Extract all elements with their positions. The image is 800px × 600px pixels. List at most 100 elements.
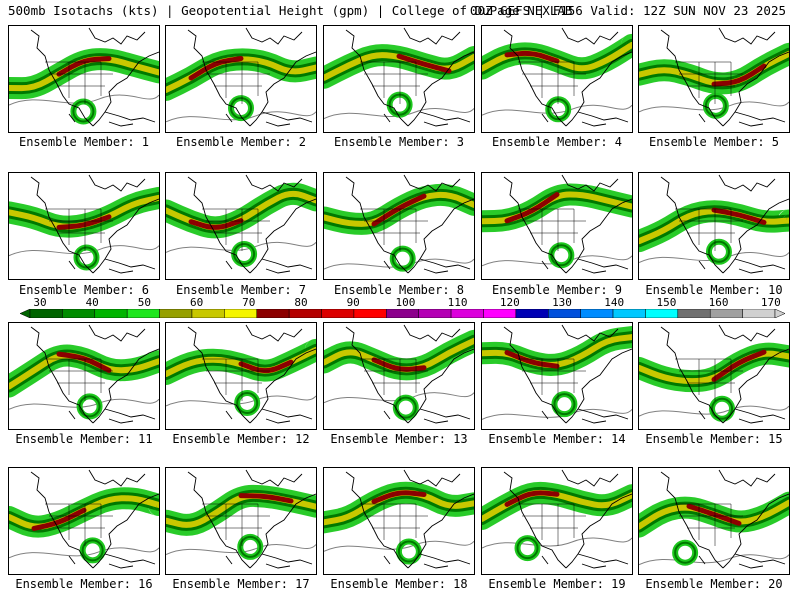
jet-stream-map-9 bbox=[482, 174, 632, 274]
ensemble-panel-2 bbox=[165, 25, 317, 133]
colorbar-swatch bbox=[126, 309, 160, 318]
colorbar-swatch bbox=[288, 309, 322, 318]
panel-caption-8: Ensemble Member: 8 bbox=[333, 283, 465, 297]
ensemble-panel-19 bbox=[481, 467, 633, 575]
colorbar-swatch bbox=[612, 309, 646, 318]
jet-stream-map-4 bbox=[482, 27, 632, 127]
colorbar-swatch bbox=[548, 309, 581, 318]
jet-stream-map-2 bbox=[166, 27, 316, 127]
panel-caption-16: Ensemble Member: 16 bbox=[15, 577, 153, 591]
colorbar-swatch bbox=[483, 309, 517, 318]
ensemble-panel-6 bbox=[8, 172, 160, 280]
ensemble-panel-9 bbox=[481, 172, 633, 280]
panel-caption-18: Ensemble Member: 18 bbox=[330, 577, 468, 591]
panel-caption-9: Ensemble Member: 9 bbox=[491, 283, 623, 297]
jet-stream-map-1 bbox=[9, 27, 159, 127]
colorbar-tick-label: 90 bbox=[346, 296, 360, 309]
ensemble-panel-8 bbox=[323, 172, 475, 280]
ensemble-panel-16 bbox=[8, 467, 160, 575]
colorbar-swatch bbox=[191, 309, 225, 318]
colorbar-tick-label: 50 bbox=[137, 296, 152, 309]
panel-caption-19: Ensemble Member: 19 bbox=[488, 577, 626, 591]
colorbar-swatch bbox=[515, 309, 549, 318]
isotach-colorbar bbox=[20, 309, 785, 318]
panel-caption-2: Ensemble Member: 2 bbox=[175, 135, 307, 149]
colorbar-tick-label: 120 bbox=[499, 296, 520, 309]
colorbar-tick-label: 110 bbox=[447, 296, 468, 309]
colorbar-swatch bbox=[224, 309, 257, 318]
panel-caption-20: Ensemble Member: 20 bbox=[645, 577, 783, 591]
colorbar-tick-label: 150 bbox=[656, 296, 677, 309]
colorbar-swatch bbox=[159, 309, 193, 318]
jet-stream-map-8 bbox=[324, 174, 474, 274]
colorbar-swatch bbox=[386, 309, 419, 318]
colorbar-tick-label: 40 bbox=[85, 296, 99, 309]
panel-caption-12: Ensemble Member: 12 bbox=[172, 432, 310, 446]
colorbar-swatch bbox=[709, 309, 743, 318]
jet-stream-map-19 bbox=[482, 469, 632, 569]
colorbar-tick-label: 130 bbox=[552, 296, 572, 309]
jet-stream-map-17 bbox=[166, 469, 316, 569]
jet-stream-map-11 bbox=[9, 324, 159, 424]
colorbar-tick-label: 140 bbox=[604, 296, 625, 309]
colorbar-tick-label: 70 bbox=[242, 296, 256, 309]
run-valid-time: 00Z GEFS | F156 Valid: 12Z SUN NOV 23 20… bbox=[469, 3, 786, 18]
ensemble-panel-4 bbox=[481, 25, 633, 133]
colorbar-swatch bbox=[450, 309, 484, 318]
ensemble-panel-7 bbox=[165, 172, 317, 280]
jet-stream-map-18 bbox=[324, 469, 474, 569]
colorbar-swatch bbox=[256, 309, 290, 318]
jet-stream-map-3 bbox=[324, 27, 474, 127]
colorbar-swatch bbox=[580, 309, 614, 318]
panel-caption-15: Ensemble Member: 15 bbox=[645, 432, 783, 446]
panel-caption-4: Ensemble Member: 4 bbox=[491, 135, 623, 149]
jet-stream-map-6 bbox=[9, 174, 159, 274]
jet-stream-map-12 bbox=[166, 324, 316, 424]
panel-caption-14: Ensemble Member: 14 bbox=[488, 432, 626, 446]
panel-caption-1: Ensemble Member: 1 bbox=[18, 135, 150, 149]
colorbar-swatch bbox=[645, 309, 679, 318]
colorbar-tick-label: 160 bbox=[708, 296, 729, 309]
colorbar-tick-label: 60 bbox=[189, 296, 204, 309]
colorbar-tick-label: 30 bbox=[33, 296, 47, 309]
panel-caption-13: Ensemble Member: 13 bbox=[330, 432, 468, 446]
jet-stream-map-5 bbox=[639, 27, 789, 127]
ensemble-panel-12 bbox=[165, 322, 317, 430]
jet-stream-map-16 bbox=[9, 469, 159, 569]
colorbar-tick-label: 170 bbox=[760, 296, 781, 309]
figure-title: 500mb Isotachs (kts) | Geopotential Heig… bbox=[8, 3, 573, 18]
colorbar-swatch bbox=[29, 309, 63, 318]
colorbar-swatch bbox=[742, 309, 776, 318]
panel-caption-3: Ensemble Member: 3 bbox=[333, 135, 465, 149]
ensemble-panel-10 bbox=[638, 172, 790, 280]
colorbar-swatch bbox=[62, 309, 96, 318]
jet-stream-map-14 bbox=[482, 324, 632, 424]
jet-stream-map-13 bbox=[324, 324, 474, 424]
colorbar-swatch bbox=[677, 309, 711, 318]
panel-caption-7: Ensemble Member: 7 bbox=[175, 283, 307, 297]
ensemble-panel-11 bbox=[8, 322, 160, 430]
ensemble-panel-14 bbox=[481, 322, 633, 430]
ensemble-panel-5 bbox=[638, 25, 790, 133]
colorbar-swatch bbox=[353, 309, 387, 318]
ensemble-panel-13 bbox=[323, 322, 475, 430]
colorbar-swatch bbox=[418, 309, 452, 318]
jet-stream-map-15 bbox=[639, 324, 789, 424]
ensemble-panel-17 bbox=[165, 467, 317, 575]
ensemble-panel-20 bbox=[638, 467, 790, 575]
ensemble-panel-3 bbox=[323, 25, 475, 133]
jet-stream-map-20 bbox=[639, 469, 789, 569]
colorbar-swatch bbox=[94, 309, 128, 318]
ensemble-panel-18 bbox=[323, 467, 475, 575]
colorbar-swatch bbox=[321, 309, 355, 318]
colorbar-tick-label: 80 bbox=[294, 296, 308, 309]
panel-caption-6: Ensemble Member: 6 bbox=[18, 283, 150, 297]
panel-caption-10: Ensemble Member: 10 bbox=[645, 283, 783, 297]
panel-caption-11: Ensemble Member: 11 bbox=[15, 432, 153, 446]
ensemble-panel-15 bbox=[638, 322, 790, 430]
panel-caption-5: Ensemble Member: 5 bbox=[648, 135, 780, 149]
ensemble-panel-1 bbox=[8, 25, 160, 133]
colorbar-tick-label: 100 bbox=[395, 296, 416, 309]
panel-caption-17: Ensemble Member: 17 bbox=[172, 577, 310, 591]
